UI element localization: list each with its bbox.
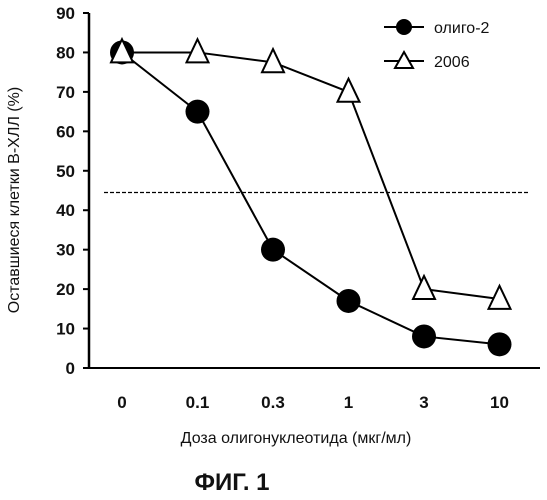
y-axis-ticks: 0 10 20 30 40 50 60 70 80 90 — [56, 4, 89, 378]
figure-caption: ФИГ. 1 — [194, 469, 269, 496]
y-tick-label: 80 — [56, 43, 75, 62]
legend-marker-oligo2 — [396, 19, 412, 35]
y-tick-label: 40 — [56, 201, 75, 220]
point-2006 — [338, 79, 360, 102]
x-tick-label: 10 — [490, 393, 509, 412]
y-tick-label: 10 — [56, 320, 75, 339]
y-tick-label: 30 — [56, 241, 75, 260]
point-oligo2 — [488, 332, 512, 356]
x-tick-label: 1 — [344, 393, 353, 412]
series-group — [110, 39, 512, 356]
legend: олиго-2 2006 — [384, 19, 490, 71]
series-line-2006 — [122, 52, 500, 299]
point-oligo2 — [186, 100, 210, 124]
point-2006 — [413, 276, 435, 299]
y-tick-label: 50 — [56, 162, 75, 181]
point-oligo2 — [261, 238, 285, 262]
point-oligo2 — [412, 324, 436, 348]
y-tick-label: 60 — [56, 122, 75, 141]
y-tick-label: 0 — [66, 359, 75, 378]
x-axis-title: Доза олигонуклеотида (мкг/мл) — [181, 430, 412, 447]
point-2006 — [187, 39, 209, 62]
legend-label-2006: 2006 — [434, 54, 470, 71]
x-tick-label: 3 — [419, 393, 428, 412]
y-axis-title: Оставшиеся клетки В-ХЛЛ (%) — [6, 87, 23, 313]
y-tick-label: 70 — [56, 83, 75, 102]
x-tick-label: 0 — [117, 393, 126, 412]
series-line-oligo2 — [122, 52, 500, 344]
y-tick-label: 90 — [56, 4, 75, 23]
point-oligo2 — [337, 289, 361, 313]
legend-label-oligo2: олиго-2 — [434, 20, 490, 37]
x-tick-label: 0.3 — [261, 393, 285, 412]
x-axis-ticks: 0 0.1 0.3 1 3 10 — [117, 393, 509, 412]
y-tick-label: 20 — [56, 280, 75, 299]
x-tick-label: 0.1 — [186, 393, 210, 412]
